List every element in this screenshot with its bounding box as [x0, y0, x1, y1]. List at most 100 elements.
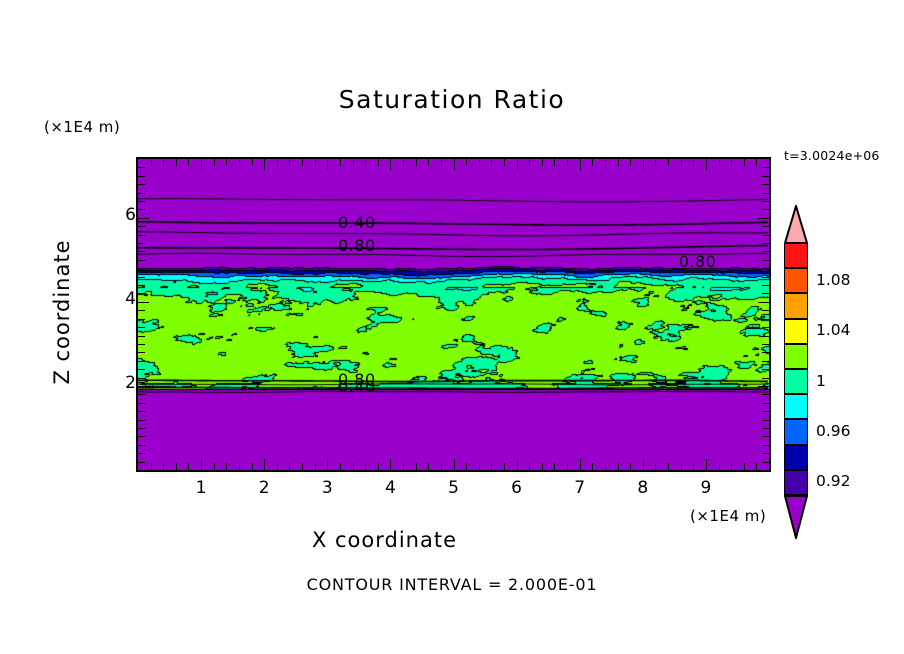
- tick-mark: [201, 459, 203, 470]
- colorbar-segment: [784, 318, 808, 344]
- tick-mark: [762, 444, 769, 446]
- tick-mark: [762, 352, 769, 354]
- tick-mark: [213, 463, 215, 470]
- tick-mark: [642, 159, 644, 170]
- tick-mark: [762, 226, 769, 228]
- x-axis-unit-label: (×1E4 m): [690, 507, 767, 525]
- colorbar-segment: [784, 469, 808, 495]
- tick-mark: [188, 463, 190, 470]
- tick-mark: [377, 463, 379, 470]
- tick-mark: [314, 159, 316, 166]
- x-tick-label: 3: [321, 478, 333, 498]
- y-axis-unit-label: (×1E4 m): [44, 118, 121, 136]
- x-tick-label: 7: [574, 478, 586, 498]
- tick-mark: [478, 159, 480, 166]
- tick-mark: [567, 463, 569, 470]
- colorbar: 1.08 1.04 1 0.96 0.92: [780, 202, 851, 542]
- tick-mark: [762, 310, 769, 312]
- tick-mark: [365, 159, 367, 166]
- tick-mark: [491, 463, 493, 470]
- contour-label: 0.40: [338, 213, 376, 233]
- tick-mark: [138, 385, 149, 387]
- x-tick-label: 5: [448, 478, 459, 498]
- tick-mark: [516, 459, 518, 470]
- tick-mark: [150, 159, 152, 166]
- tick-mark: [655, 159, 657, 166]
- tick-mark: [655, 463, 657, 470]
- tick-mark: [762, 453, 769, 455]
- tick-mark: [743, 159, 745, 166]
- tick-mark: [188, 159, 190, 166]
- tick-mark: [541, 159, 543, 166]
- tick-mark: [276, 159, 278, 166]
- tick-mark: [743, 463, 745, 470]
- tick-mark: [314, 463, 316, 470]
- tick-mark: [762, 377, 769, 379]
- tick-mark: [138, 276, 145, 278]
- colorbar-top-arrow: [783, 202, 809, 244]
- tick-mark: [567, 159, 569, 166]
- tick-mark: [428, 159, 430, 166]
- tick-mark: [138, 259, 145, 261]
- tick-mark: [377, 159, 379, 166]
- tick-mark: [138, 369, 145, 371]
- tick-mark: [138, 192, 145, 194]
- tick-mark: [705, 459, 707, 470]
- tick-mark: [415, 159, 417, 166]
- tick-mark: [762, 419, 769, 421]
- colorbar-segment: [784, 369, 808, 395]
- tick-mark: [762, 276, 769, 278]
- colorbar-tick-label: 1: [816, 371, 826, 390]
- tick-mark: [163, 159, 165, 166]
- tick-mark: [762, 394, 769, 396]
- tick-mark: [251, 463, 253, 470]
- tick-mark: [138, 251, 145, 253]
- tick-mark: [762, 318, 769, 320]
- tick-mark: [138, 436, 145, 438]
- tick-mark: [762, 427, 769, 429]
- tick-mark: [762, 251, 769, 253]
- tick-mark: [762, 243, 769, 245]
- tick-mark: [264, 159, 266, 170]
- tick-mark: [762, 327, 769, 329]
- tick-mark: [365, 463, 367, 470]
- y-tick-label: 4: [125, 288, 136, 309]
- tick-mark: [138, 427, 145, 429]
- tick-mark: [453, 159, 455, 170]
- tick-mark: [138, 335, 145, 337]
- colorbar-segment: [784, 293, 808, 319]
- tick-mark: [163, 463, 165, 470]
- tick-mark: [138, 453, 145, 455]
- tick-mark: [138, 419, 145, 421]
- x-axis-title: X coordinate: [0, 528, 904, 552]
- x-tick-label: 2: [258, 478, 270, 498]
- colorbar-bottom-arrow: [783, 495, 809, 542]
- tick-mark: [138, 360, 145, 362]
- tick-mark: [339, 463, 341, 470]
- tick-mark: [138, 217, 149, 219]
- tick-mark: [138, 167, 145, 169]
- tick-mark: [289, 463, 291, 470]
- tick-mark: [138, 318, 145, 320]
- tick-mark: [762, 436, 769, 438]
- tick-mark: [554, 463, 556, 470]
- tick-mark: [617, 159, 619, 166]
- tick-mark: [251, 159, 253, 166]
- colorbar-segment: [784, 343, 808, 369]
- tick-mark: [138, 327, 145, 329]
- tick-mark: [503, 159, 505, 166]
- tick-mark: [756, 463, 758, 470]
- tick-mark: [762, 285, 769, 287]
- tick-mark: [264, 459, 266, 470]
- colorbar-tick-label: 1.08: [816, 270, 851, 289]
- tick-mark: [138, 461, 145, 463]
- tick-mark: [138, 184, 145, 186]
- tick-mark: [529, 463, 531, 470]
- tick-mark: [302, 159, 304, 166]
- tick-mark: [138, 175, 145, 177]
- tick-mark: [138, 209, 145, 211]
- tick-mark: [762, 201, 769, 203]
- tick-mark: [680, 463, 682, 470]
- tick-mark: [352, 159, 354, 166]
- x-tick-label: 4: [384, 478, 396, 498]
